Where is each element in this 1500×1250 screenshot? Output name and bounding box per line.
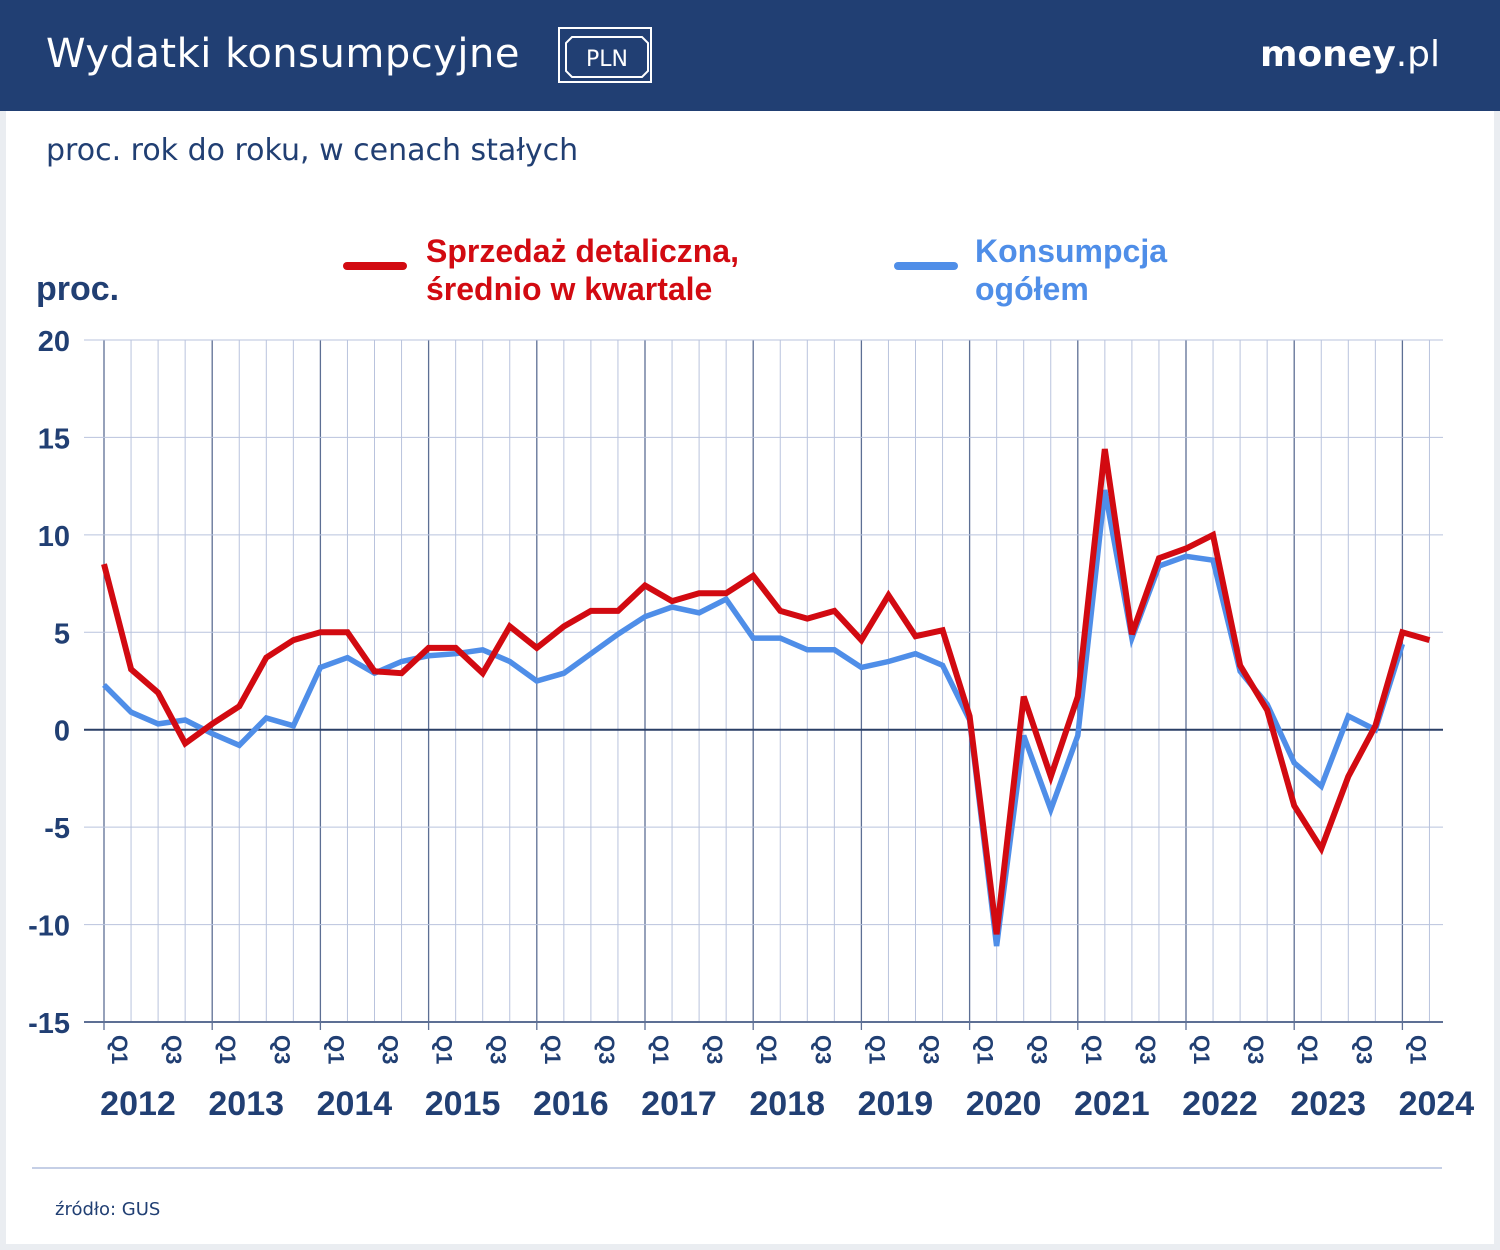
year-label: 2016 [533, 1085, 609, 1123]
quarter-tick-label: Q1 [973, 1035, 998, 1064]
page-title: Wydatki konsumpcyjne [46, 31, 520, 77]
quarter-tick-label: Q1 [1405, 1035, 1430, 1064]
year-label: 2017 [641, 1085, 717, 1123]
quarter-tick-label: Q1 [1081, 1035, 1106, 1064]
legend-label-consumption: Konsumpcja [975, 233, 1167, 269]
y-tick-label: 20 [38, 326, 70, 358]
quarter-tick-label: Q3 [1351, 1035, 1376, 1064]
y-tick-label: -5 [44, 813, 70, 845]
quarter-tick-label: Q1 [648, 1035, 673, 1064]
year-label: 2013 [208, 1085, 284, 1123]
year-label: 2022 [1182, 1085, 1258, 1123]
y-tick-label: 5 [54, 618, 70, 650]
quarter-tick-label: Q3 [1027, 1035, 1052, 1064]
legend-label-consumption: ogółem [975, 271, 1089, 307]
quarter-tick-label: Q3 [702, 1035, 727, 1064]
year-label: 2024 [1399, 1085, 1475, 1123]
quarter-tick-label: Q1 [864, 1035, 889, 1064]
quarter-tick-label: Q3 [161, 1035, 186, 1064]
y-tick-label: -10 [28, 911, 70, 943]
footer-divider [32, 1167, 1442, 1169]
banknote-icon: PLN [565, 36, 649, 78]
quarter-tick-label: Q1 [107, 1035, 132, 1064]
legend-label-retail: średnio w kwartale [426, 271, 712, 307]
year-label: 2018 [749, 1085, 825, 1123]
header-bar: Wydatki konsumpcyjne PLN money.pl [0, 0, 1500, 111]
year-label: 2012 [100, 1085, 176, 1123]
year-label: 2014 [317, 1085, 393, 1123]
quarter-tick-label: Q3 [919, 1035, 944, 1064]
brand-bold: money [1259, 34, 1396, 75]
pln-badge-label: PLN [586, 47, 628, 72]
pln-badge: PLN [558, 27, 652, 83]
year-label: 2020 [966, 1085, 1042, 1123]
chart-subtitle: proc. rok do roku, w cenach stałych [46, 133, 579, 168]
quarter-tick-label: Q3 [486, 1035, 511, 1064]
quarter-tick-label: Q1 [323, 1035, 348, 1064]
y-tick-label: -15 [28, 1008, 70, 1040]
year-label: 2021 [1074, 1085, 1150, 1123]
quarter-tick-label: Q3 [810, 1035, 835, 1064]
quarter-tick-label: Q1 [215, 1035, 240, 1064]
quarter-tick-label: Q1 [540, 1035, 565, 1064]
source-note: źródło: GUS [55, 1199, 161, 1220]
brand-logo: money.pl [1260, 30, 1440, 80]
year-label: 2019 [858, 1085, 934, 1123]
legend-label-retail: Sprzedaż detaliczna, [426, 233, 739, 269]
y-tick-label: 0 [54, 716, 70, 748]
y-tick-label: 15 [38, 423, 70, 455]
quarter-tick-label: Q3 [378, 1035, 403, 1064]
quarter-tick-label: Q3 [1135, 1035, 1160, 1064]
content-frame [0, 111, 1500, 1250]
quarter-tick-label: Q3 [269, 1035, 294, 1064]
quarter-tick-label: Q3 [594, 1035, 619, 1064]
brand-light: .pl [1395, 34, 1440, 75]
quarter-tick-label: Q1 [1189, 1035, 1214, 1064]
year-label: 2015 [425, 1085, 501, 1123]
y-tick-label: 10 [38, 521, 70, 553]
quarter-tick-label: Q3 [1243, 1035, 1268, 1064]
retail-sales-line [101, 448, 1431, 935]
year-label: 2023 [1290, 1085, 1366, 1123]
quarter-tick-label: Q1 [1297, 1035, 1322, 1064]
quarter-tick-label: Q1 [432, 1035, 457, 1064]
y-axis-label: proc. [36, 270, 119, 308]
quarter-tick-label: Q1 [756, 1035, 781, 1064]
consumption-line [102, 489, 1406, 947]
